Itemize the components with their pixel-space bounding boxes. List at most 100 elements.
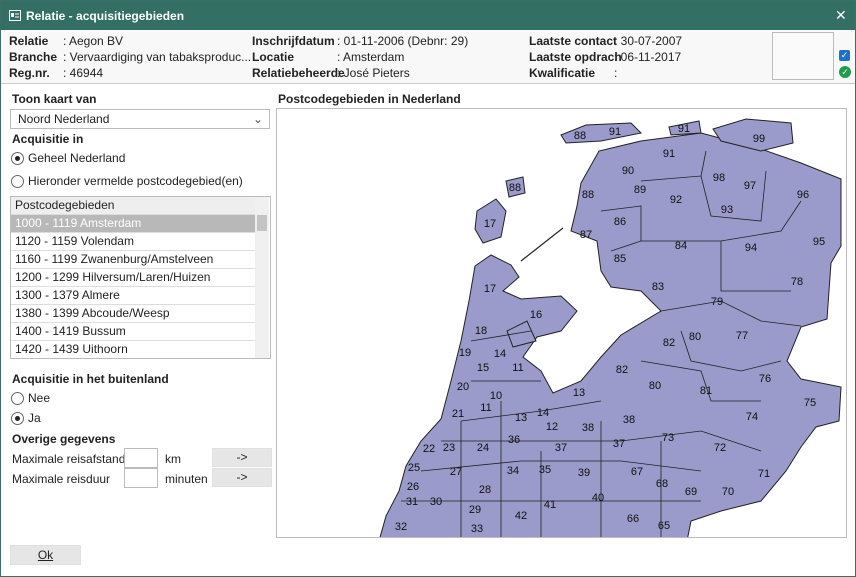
list: Postcodegebieden 1000 - 1119 Amsterdam 11…: [10, 196, 271, 359]
list-item[interactable]: 1120 - 1159 Volendam: [11, 233, 258, 251]
region-label: 82: [616, 364, 628, 376]
arrow-button[interactable]: ->: [212, 448, 272, 467]
scrollbar[interactable]: [255, 197, 269, 358]
field-label: Branche: [9, 50, 58, 64]
title-icon: [9, 10, 21, 21]
region-label: 91: [609, 126, 621, 138]
photo-box: [772, 32, 834, 80]
radio[interactable]: [11, 392, 24, 405]
region-label: 37: [613, 438, 625, 450]
radio[interactable]: [11, 412, 24, 425]
region-label: 84: [675, 240, 687, 252]
region-label: 86: [614, 216, 626, 228]
section-label: Toon kaart van: [12, 92, 97, 106]
scroll-thumb[interactable]: [257, 215, 267, 231]
region-label: 23: [443, 442, 455, 454]
field-value: : Amsterdam: [337, 50, 405, 64]
region-label: 67: [631, 466, 643, 478]
arrow-button[interactable]: ->: [212, 468, 272, 487]
region-label: 29: [469, 504, 481, 516]
region-label: 37: [555, 442, 567, 454]
region-label: 40: [592, 492, 604, 504]
list-item[interactable]: 1000 - 1119 Amsterdam: [11, 215, 258, 233]
field-value: : Aegon BV: [63, 34, 124, 48]
field-value: : 01-11-2006 (Debnr: 29): [337, 34, 469, 48]
field-label: Laatste contact: [529, 34, 618, 48]
region-label: 28: [479, 484, 491, 496]
field-label: Maximale reisafstand: [12, 452, 126, 466]
region-label: 95: [813, 236, 825, 248]
list-item[interactable]: 1400 - 1419 Bussum: [11, 323, 258, 341]
checkbox[interactable]: ✓: [839, 50, 850, 61]
field-value: : 06-11-2017: [614, 50, 682, 64]
map: 88 91 91 99 91 90 98 97 96 89 92 88 93 88 17 86 87 84 94 95…: [276, 108, 847, 538]
region-label: 76: [759, 373, 771, 385]
radio-label: Nee: [28, 391, 51, 405]
field-label: Reg.nr.: [9, 66, 50, 80]
region-label: 65: [658, 520, 670, 532]
region-label: 22: [423, 443, 435, 455]
window-title: Relatie - acquisitiegebieden: [26, 9, 185, 23]
region-label: 89: [634, 184, 646, 196]
region-label: 13: [515, 412, 527, 424]
unit: km: [165, 452, 181, 466]
region-label: 42: [515, 510, 527, 522]
field-label: Locatie: [252, 50, 295, 64]
region-label: 35: [539, 464, 551, 476]
select-value: Noord Nederland: [18, 112, 110, 126]
field-value: : 30-07-2007: [614, 34, 683, 48]
field-label: Relatiebeheerde: [252, 66, 345, 80]
region-label: 68: [656, 478, 668, 490]
region-label: 73: [662, 432, 674, 444]
region-label: 18: [475, 325, 487, 337]
ok-button[interactable]: Ok: [10, 545, 81, 565]
region-label: 13: [573, 387, 585, 399]
field-label: Relatie: [9, 34, 49, 48]
region-label: 17: [484, 283, 496, 295]
region-label: 98: [713, 172, 725, 184]
region-label: 79: [711, 296, 723, 308]
region-label: 21: [452, 408, 464, 420]
status-icon: ✓: [839, 66, 851, 78]
island: [505, 176, 526, 198]
region-label: 26: [407, 481, 419, 493]
region-label: 11: [480, 402, 491, 414]
list-header: Postcodegebieden: [11, 197, 258, 215]
island: [712, 118, 794, 152]
land: [379, 132, 842, 537]
region-label: 32: [395, 521, 407, 533]
distance-input[interactable]: [124, 448, 158, 468]
list-item[interactable]: 1380 - 1399 Abcoude/Weesp: [11, 305, 258, 323]
list-item[interactable]: 1420 - 1439 Uithoorn: [11, 341, 258, 358]
section-label: Overige gegevens: [12, 432, 116, 446]
region-label: 87: [580, 229, 592, 241]
region-label: 34: [507, 465, 519, 477]
duration-input[interactable]: [124, 468, 158, 488]
region-label: 10: [490, 390, 502, 402]
field-value: : 46944: [63, 66, 104, 80]
radio[interactable]: [11, 175, 24, 188]
region-label: 14: [537, 407, 549, 419]
region-label: 88: [509, 182, 521, 194]
region-label: 66: [627, 513, 639, 525]
region-label: 33: [471, 523, 483, 535]
region-label: 41: [544, 499, 556, 511]
region-label: 85: [614, 253, 626, 265]
region-label: 24: [477, 442, 489, 454]
region-label: 94: [745, 242, 757, 254]
select-arrow: ⌄: [252, 112, 263, 126]
region-label: 96: [797, 189, 809, 201]
region-label: 88: [582, 189, 594, 201]
region-label: 93: [721, 204, 733, 216]
field-label: Laatste opdrach: [529, 50, 622, 64]
close-button[interactable]: ✕: [835, 7, 847, 23]
select[interactable]: Noord Nederland ⌄: [10, 109, 270, 129]
region-label: 11: [512, 362, 523, 374]
region-label: 38: [582, 422, 594, 434]
list-item[interactable]: 1300 - 1379 Almere: [11, 287, 258, 305]
list-item[interactable]: 1200 - 1299 Hilversum/Laren/Huizen: [11, 269, 258, 287]
radio[interactable]: [11, 152, 24, 165]
region-label: 91: [678, 123, 690, 135]
list-item[interactable]: 1160 - 1199 Zwanenburg/Amstelveen: [11, 251, 258, 269]
